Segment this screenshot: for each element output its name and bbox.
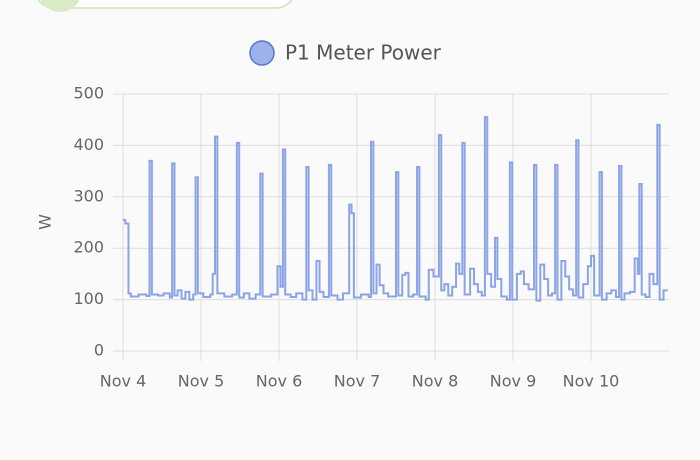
- x-tick-label: Nov 8: [412, 372, 459, 391]
- legend-swatch: [249, 40, 275, 66]
- power-line: [123, 116, 668, 302]
- y-tick-label: 400: [73, 135, 104, 154]
- x-tick-label: Nov 5: [178, 372, 225, 391]
- x-tick-label: Nov 7: [334, 372, 381, 391]
- x-tick-label: Nov 9: [490, 372, 537, 391]
- y-tick-label: 200: [73, 238, 104, 257]
- legend-label: P1 Meter Power: [285, 41, 442, 65]
- y-axis-label: W: [36, 214, 55, 230]
- y-tick-label: 500: [73, 84, 104, 103]
- y-tick-label: 0: [94, 341, 104, 360]
- x-tick-label: Nov 10: [563, 372, 620, 391]
- chip-icon: [40, 0, 80, 12]
- y-tick-label: 300: [73, 186, 104, 205]
- y-tick-label: 100: [73, 289, 104, 308]
- x-tick-label: Nov 4: [100, 372, 147, 391]
- x-tick-label: Nov 6: [256, 372, 303, 391]
- chip: [37, 0, 293, 9]
